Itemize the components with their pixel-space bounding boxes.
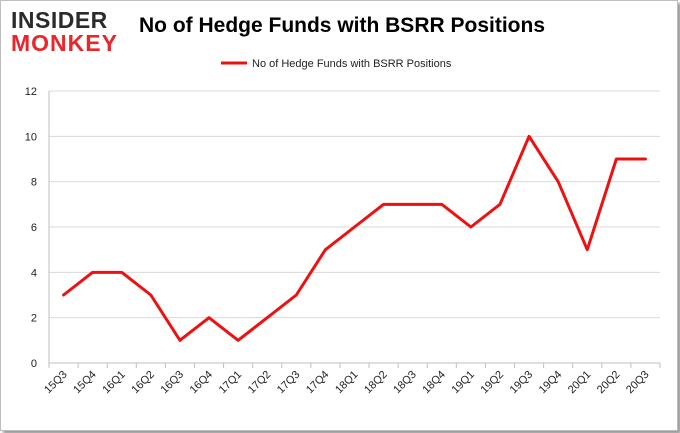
x-tick-label: 18Q3: [391, 369, 419, 397]
x-tick-label: 17Q3: [275, 369, 303, 397]
y-tick-labels: 0 2 4 6 8 10 12: [25, 86, 37, 370]
x-tick-label: 18Q2: [362, 369, 390, 397]
x-tick-label: 17Q2: [246, 369, 274, 397]
x-tick-label: 19Q1: [449, 369, 477, 397]
logo-text-monkey: MONKEY: [11, 30, 118, 56]
x-tick-label: 18Q1: [333, 369, 361, 397]
logo-text-insider: INSIDER: [11, 7, 108, 33]
y-tick-label: 6: [31, 222, 37, 234]
insider-monkey-logo: INSIDER MONKEY: [11, 9, 129, 55]
x-tick-label: 20Q1: [566, 369, 594, 397]
series-line: [62, 134, 647, 342]
x-tick-label: 20Q3: [624, 369, 652, 397]
x-tick-label: 16Q3: [159, 369, 187, 397]
x-tick-labels: 15Q3 15Q4 16Q1 16Q2 16Q3 16Q4 17Q1 17Q2 17Q3 17Q4…: [42, 369, 651, 397]
chart-title: No of Hedge Funds with BSRR Positions: [139, 14, 545, 37]
x-tick-label: 18Q4: [420, 369, 448, 397]
legend: No of Hedge Funds with BSRR Positions: [221, 58, 452, 70]
x-tick-label: 16Q4: [188, 369, 216, 397]
y-tick-label: 0: [31, 358, 37, 370]
series-lines: [62, 134, 647, 342]
x-tick-label: 19Q3: [508, 369, 536, 397]
x-tick-label: 15Q3: [42, 369, 70, 397]
legend-label: No of Hedge Funds with BSRR Positions: [252, 58, 452, 70]
x-tick-label: 17Q1: [217, 369, 245, 397]
x-tick-label: 16Q1: [100, 369, 128, 397]
axes: [48, 91, 661, 368]
x-tick-label: 15Q4: [71, 369, 99, 397]
y-tick-label: 2: [31, 313, 37, 325]
y-tick-label: 8: [31, 177, 37, 189]
y-tick-label: 4: [31, 267, 37, 279]
y-tick-label: 10: [25, 131, 37, 143]
x-tick-label: 19Q4: [537, 369, 565, 397]
x-tick-label: 19Q2: [479, 369, 507, 397]
x-tick-label: 16Q2: [129, 369, 157, 397]
x-tick-label: 20Q2: [595, 369, 623, 397]
x-tick-label: 17Q4: [304, 369, 332, 397]
y-tick-label: 12: [25, 86, 37, 98]
